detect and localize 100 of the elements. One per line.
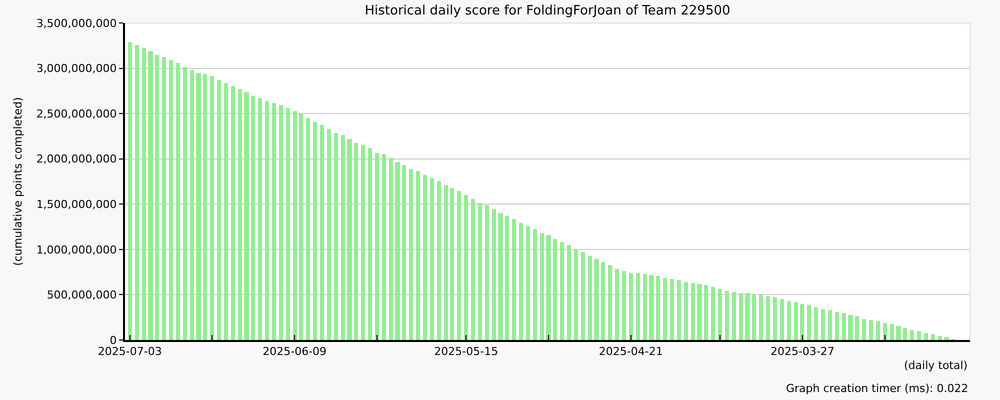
y-tick-label: 1,000,000,000 [36, 243, 117, 256]
bar [910, 330, 914, 340]
bar [162, 57, 166, 340]
bar [560, 242, 564, 340]
text: Graph creation timer (ms): 0.022 [786, 382, 968, 395]
bar [299, 114, 303, 340]
bar [313, 122, 317, 340]
bar [183, 67, 187, 340]
bar [423, 175, 427, 340]
bar [670, 279, 674, 340]
bar [540, 233, 544, 340]
bar [663, 278, 667, 340]
bar [546, 235, 551, 340]
bar [293, 111, 297, 340]
bar [265, 101, 269, 340]
x-tick-label: 2025-03-27 [770, 345, 834, 358]
bar [752, 294, 756, 340]
bar [931, 334, 935, 340]
bar [924, 333, 928, 340]
bar [244, 92, 249, 340]
bar [155, 55, 159, 340]
x-tick-label: 2025-04-21 [598, 345, 663, 358]
bar [341, 135, 345, 340]
bar [471, 199, 475, 340]
bar [567, 245, 571, 340]
bar [594, 259, 599, 340]
bar [608, 265, 612, 340]
bar [382, 154, 386, 340]
bar [883, 323, 887, 340]
bar [272, 103, 276, 340]
bar [286, 108, 290, 340]
bar [794, 302, 798, 340]
bar [258, 98, 262, 340]
bar [416, 171, 420, 340]
bar [457, 191, 461, 340]
bar [437, 181, 441, 340]
y-tick-label: 2,000,000,000 [36, 152, 117, 166]
bar [402, 165, 406, 340]
bar [279, 105, 283, 340]
x-tick-label: 2025-07-03 [98, 345, 162, 358]
bar [306, 118, 310, 340]
bar [691, 283, 695, 340]
bar [835, 312, 839, 340]
y-tick-label: 3,500,000,000 [36, 16, 117, 30]
bar [142, 48, 146, 340]
bar [505, 216, 509, 340]
bar [224, 83, 228, 340]
bar [169, 60, 173, 340]
bar [190, 70, 194, 340]
y-tick-label: 500,000,000 [46, 288, 117, 302]
bar [464, 195, 468, 340]
bar [855, 316, 859, 340]
bar [643, 274, 647, 340]
bar [821, 309, 825, 340]
bar [334, 133, 338, 340]
bar [656, 276, 660, 340]
bar [896, 326, 901, 340]
bar [320, 125, 324, 340]
bar [430, 178, 434, 340]
bar [711, 287, 715, 340]
bar [444, 185, 448, 340]
bar [203, 74, 207, 340]
bar [327, 129, 331, 340]
bar [622, 271, 626, 340]
bar [807, 305, 811, 340]
bar [409, 169, 413, 340]
bar [196, 73, 201, 340]
bar [251, 96, 255, 340]
y-axis-title: (cumulative points completed) [11, 97, 24, 266]
bar [842, 313, 846, 340]
bar [492, 209, 496, 340]
bar [478, 203, 482, 340]
bar [347, 139, 352, 340]
bar [759, 295, 763, 340]
bar [368, 148, 372, 340]
bar [519, 223, 523, 340]
bar [725, 291, 729, 340]
bar [869, 320, 873, 340]
bar [944, 337, 949, 340]
x-tick-label: 2025-06-09 [262, 345, 327, 358]
bar [739, 293, 743, 340]
bar [485, 205, 489, 340]
bar [629, 273, 633, 340]
bar [773, 297, 777, 340]
bar [677, 280, 681, 340]
bar [732, 292, 736, 340]
bar [581, 252, 585, 340]
bar [649, 275, 654, 340]
bar [828, 310, 832, 340]
bar [526, 226, 530, 340]
bar [533, 229, 537, 340]
bar [361, 145, 365, 340]
chart-title: Historical daily score for FoldingForJoan of Team 229500 [364, 4, 730, 19]
bar [903, 328, 907, 340]
bar [636, 273, 640, 340]
bar [718, 289, 722, 340]
bar [862, 319, 866, 340]
y-tick-label: 1,500,000,000 [36, 198, 117, 211]
bar [704, 285, 708, 340]
bar [814, 307, 818, 340]
